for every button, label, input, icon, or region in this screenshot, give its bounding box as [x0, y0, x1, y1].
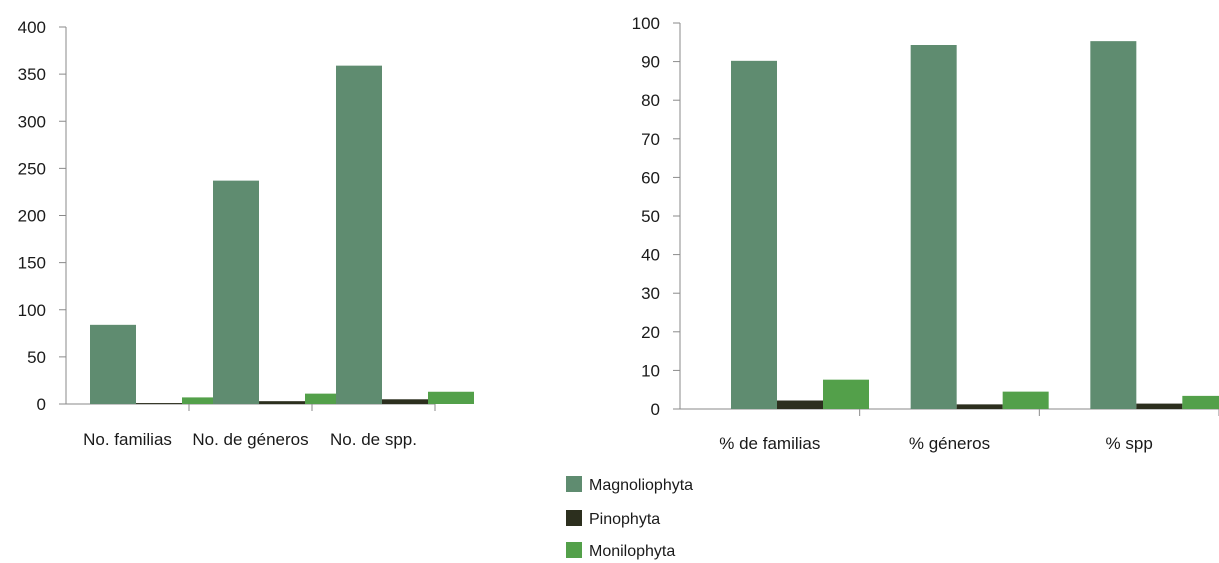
legend-label-monilophyta: Monilophyta [589, 543, 675, 560]
y-tick-label: 50 [27, 348, 46, 367]
bar-magnoliophyta-no-de-generos [213, 180, 259, 404]
bar-pinophyta-no-de-generos [259, 401, 305, 404]
count-chart: 0 50 100 150 200 250 300 350 400 No. familias No. … [18, 18, 474, 449]
y-tick-label: 300 [18, 112, 46, 131]
bar-magnoliophyta-generos [910, 45, 957, 409]
bar-magnoliophyta-no-familias [90, 324, 136, 404]
legend-swatch-monilophyta [566, 542, 582, 558]
bar-magnoliophyta-de-familias [731, 60, 777, 409]
y-tick-label: 10 [641, 361, 660, 380]
x-category-label: % spp [1106, 434, 1153, 453]
y-tick-label: 20 [641, 323, 660, 342]
bar-monilophyta-de-familias [823, 379, 869, 409]
x-category-label: No. familias [83, 430, 172, 449]
x-category-label: % de familias [719, 434, 820, 453]
legend: Magnoliophyta Pinophyta Monilophyta [566, 476, 693, 560]
bar-pinophyta-no-de-spp [382, 399, 428, 404]
y-tick-label: 250 [18, 159, 46, 178]
y-tick-label: 400 [18, 18, 46, 37]
y-tick-label: 90 [641, 53, 660, 72]
y-tick-label: 200 [18, 207, 46, 226]
y-tick-label: 60 [641, 168, 660, 187]
bar-monilophyta-no-de-spp [428, 391, 474, 404]
y-tick-label: 70 [641, 130, 660, 149]
y-tick-label: 40 [641, 246, 660, 265]
legend-label-magnoliophyta: Magnoliophyta [589, 477, 693, 494]
bar-magnoliophyta-no-de-spp [336, 65, 382, 404]
y-tick-label: 150 [18, 254, 46, 273]
y-tick-label: 0 [651, 400, 660, 419]
bar-monilophyta-no-de-generos [305, 393, 351, 404]
y-tick-label: 30 [641, 284, 660, 303]
y-tick-label: 350 [18, 65, 46, 84]
y-tick-label: 50 [641, 207, 660, 226]
bar-pinophyta-no-familias [136, 403, 182, 404]
y-tick-label: 100 [632, 14, 660, 33]
bar-magnoliophyta-spp [1090, 41, 1137, 409]
legend-label-pinophyta: Pinophyta [589, 511, 660, 528]
bar-monilophyta-generos [1002, 391, 1049, 409]
x-category-label: % géneros [909, 434, 990, 453]
x-category-label: No. de géneros [192, 430, 308, 449]
legend-swatch-magnoliophyta [566, 476, 582, 492]
percent-chart: 0 10 20 30 40 50 60 70 80 90 100 % de familias % gén… [632, 14, 1219, 453]
bar-pinophyta-spp [1136, 403, 1183, 409]
bar-pinophyta-de-familias [777, 400, 823, 409]
x-category-label: No. de spp. [330, 430, 417, 449]
legend-swatch-pinophyta [566, 510, 582, 526]
y-tick-label: 100 [18, 301, 46, 320]
y-tick-label: 80 [641, 91, 660, 110]
bar-pinophyta-generos [956, 404, 1003, 409]
bar-monilophyta-no-familias [182, 397, 228, 404]
y-tick-label: 0 [37, 395, 46, 414]
bar-monilophyta-spp [1182, 395, 1219, 409]
